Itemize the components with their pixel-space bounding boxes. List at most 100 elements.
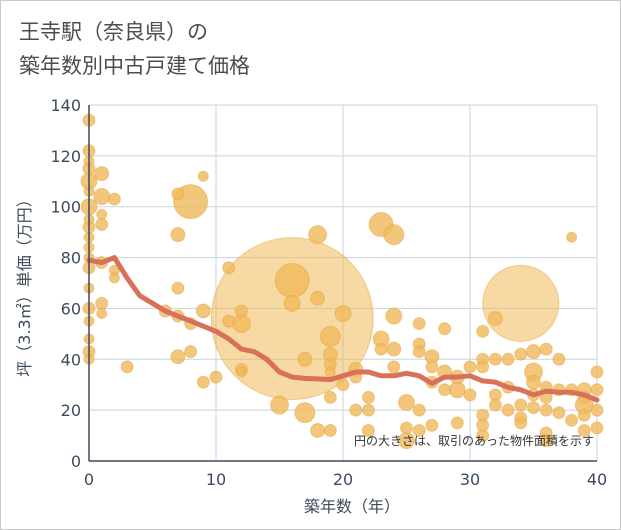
data-point — [319, 325, 341, 347]
data-point — [526, 344, 541, 360]
data-point — [488, 352, 502, 366]
data-point — [385, 307, 403, 325]
data-point — [539, 434, 553, 448]
chart-title-line-1: 王寺駅（奈良県）の — [19, 20, 208, 44]
data-point — [171, 187, 185, 201]
data-point — [310, 422, 326, 438]
data-point — [170, 349, 186, 365]
data-point — [170, 227, 186, 243]
data-point — [270, 395, 289, 415]
data-point — [95, 296, 109, 310]
data-point — [235, 366, 247, 378]
data-point — [349, 403, 363, 417]
data-point — [274, 262, 310, 298]
data-point — [361, 423, 375, 437]
bubble-size-note: 円の大きさは、取引のあった物件面積を示す — [354, 433, 594, 448]
data-point — [425, 418, 439, 432]
data-point — [566, 231, 578, 243]
bubbles — [80, 113, 604, 450]
data-point — [95, 218, 109, 232]
data-point — [482, 264, 560, 342]
data-point — [334, 305, 352, 323]
axes — [88, 105, 597, 462]
data-point — [361, 390, 375, 404]
trend-line-group — [86, 255, 600, 403]
data-point — [195, 303, 211, 319]
y-tick-label: 80 — [61, 249, 81, 268]
data-point — [308, 225, 328, 245]
data-point — [336, 378, 350, 392]
data-point — [94, 166, 110, 182]
data-point — [412, 345, 426, 359]
chart-title-line-2: 築年数別中古戸建て価格 — [19, 54, 250, 78]
x-axis-title: 築年数（年） — [304, 497, 400, 516]
data-point — [514, 398, 528, 412]
data-point — [386, 341, 402, 357]
data-point — [438, 383, 452, 397]
data-point — [476, 324, 490, 338]
tick-labels: 0 10 20 30 40 0 20 40 60 80 100 120 140 — [50, 96, 607, 489]
data-point — [400, 421, 413, 435]
y-tick-label: 120 — [50, 147, 81, 166]
data-point — [527, 401, 540, 415]
y-tick-label: 100 — [50, 198, 81, 217]
data-point — [310, 290, 326, 306]
data-point — [387, 360, 401, 374]
x-tick-label: 20 — [333, 470, 353, 489]
data-point — [463, 360, 477, 374]
data-point — [590, 421, 604, 435]
data-point — [412, 423, 426, 437]
trend-line — [86, 255, 600, 403]
data-point — [590, 403, 604, 417]
data-point — [197, 170, 209, 182]
x-tick-label: 0 — [84, 470, 94, 489]
data-point — [324, 366, 336, 378]
x-tick-label: 40 — [587, 470, 607, 489]
data-point — [93, 188, 111, 206]
data-point — [222, 314, 236, 328]
y-tick-label: 140 — [50, 96, 81, 115]
data-point — [514, 416, 528, 430]
data-point — [297, 351, 313, 367]
data-point — [294, 402, 316, 424]
data-point — [450, 416, 464, 430]
data-point — [96, 308, 108, 320]
x-tick-label: 10 — [206, 470, 226, 489]
data-point — [171, 281, 185, 295]
data-point — [196, 375, 210, 389]
data-point — [412, 317, 426, 331]
x-tick-label: 30 — [460, 470, 480, 489]
data-point — [96, 208, 108, 220]
data-point — [234, 304, 248, 318]
y-tick-label: 0 — [71, 452, 81, 471]
data-point — [463, 388, 477, 402]
data-point — [501, 403, 515, 417]
data-point — [577, 423, 591, 437]
data-point — [107, 192, 121, 206]
data-point — [438, 322, 452, 336]
data-point — [552, 352, 566, 366]
data-point — [577, 408, 591, 422]
y-axis-title: 坪（3.3㎡）単価（万円） — [15, 191, 34, 376]
data-point — [412, 403, 426, 417]
data-point — [565, 413, 579, 427]
data-point — [539, 342, 553, 356]
data-point — [590, 383, 604, 397]
data-point — [501, 352, 515, 366]
data-point — [323, 423, 337, 437]
data-point — [552, 406, 566, 420]
data-point — [476, 360, 490, 374]
data-point — [488, 398, 502, 412]
data-point — [487, 311, 503, 327]
y-tick-label: 40 — [61, 350, 81, 369]
data-point — [323, 390, 337, 404]
data-point — [108, 272, 120, 284]
data-point — [383, 224, 405, 246]
data-point — [476, 429, 490, 443]
data-point — [526, 374, 541, 390]
data-point — [283, 294, 301, 312]
data-point — [539, 403, 553, 417]
data-point — [209, 370, 223, 384]
data-point — [361, 403, 375, 417]
